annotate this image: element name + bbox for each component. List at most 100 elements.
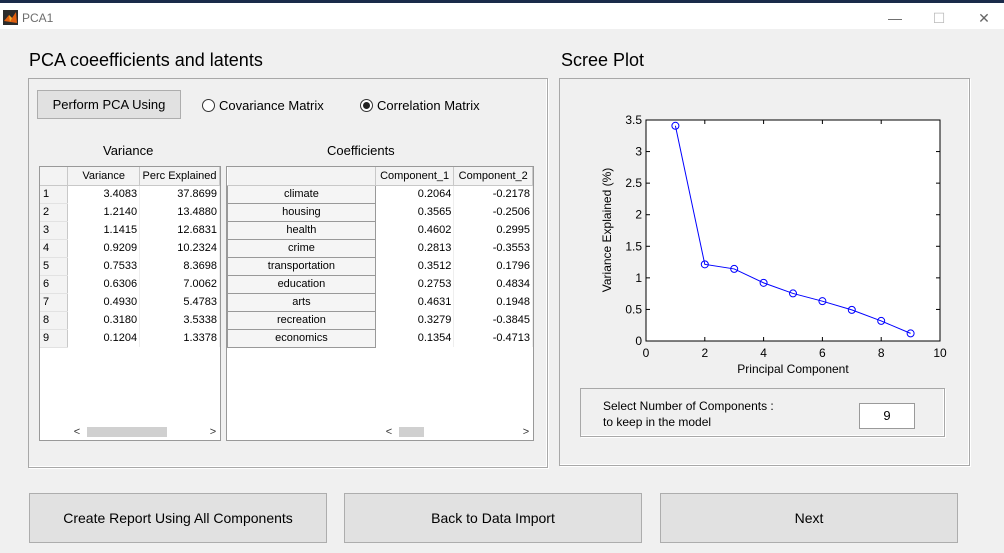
component-2-cell[interactable]: -0.4713 [453,329,533,347]
y-tick-label: 1 [635,271,642,285]
data-point-marker [789,289,797,298]
correlation-radio[interactable] [360,99,373,112]
variance-hscrollbar[interactable]: < > [70,424,220,440]
variance-cell[interactable]: 0.7533 [67,257,141,275]
variance-cell[interactable]: 1.2140 [67,203,141,221]
component-1-cell[interactable]: 0.3279 [375,311,455,329]
component-2-cell[interactable]: -0.3553 [453,239,533,257]
title-bar: PCA1 — ☐ ✕ [0,3,1004,29]
component-1-cell[interactable]: 0.2813 [375,239,455,257]
component-1-cell[interactable]: 0.1354 [375,329,455,347]
component-2-cell[interactable]: 0.1948 [453,293,533,311]
perc-explained-cell[interactable]: 3.5338 [139,311,220,329]
component-2-cell[interactable]: -0.3845 [453,311,533,329]
component-1-cell[interactable]: 0.2753 [375,275,455,293]
back-to-data-import-button[interactable]: Back to Data Import [344,493,642,543]
variance-header-row: Variance Perc Explained [40,167,220,186]
data-point-marker [818,297,827,306]
component-2-cell[interactable]: -0.2506 [453,203,533,221]
variance-table[interactable]: Variance Perc Explained 1 3.4083 37.8699 2 1… [39,166,221,441]
coefficient-row[interactable]: education 0.2753 0.4834 [227,274,533,294]
component-1-cell[interactable]: 0.4631 [375,293,455,311]
close-button[interactable]: ✕ [978,10,990,26]
perform-pca-button[interactable]: Perform PCA Using [37,90,181,119]
coefficients-table[interactable]: Component_1 Component_2 climate 0.2064 -0.… [226,166,534,441]
component-2-cell[interactable]: 0.2995 [453,221,533,239]
row-number: 3 [40,221,69,240]
num-components-input[interactable]: 9 [859,403,915,429]
scree-line [674,125,911,334]
perc-explained-cell[interactable]: 7.0062 [139,275,220,293]
variance-row[interactable]: 4 0.9209 10.2324 [40,239,220,258]
variance-row[interactable]: 7 0.4930 5.4783 [40,293,220,312]
component-1-cell[interactable]: 0.4602 [375,221,455,239]
scroll-right-icon[interactable]: > [522,426,530,438]
variance-row[interactable]: 2 1.2140 13.4880 [40,203,220,222]
component-1-cell[interactable]: 0.3512 [375,257,455,275]
next-button[interactable]: Next [660,493,958,543]
variance-row[interactable]: 8 0.3180 3.5338 [40,311,220,330]
data-point-marker [730,264,739,273]
col-component-2[interactable]: Component_2 [453,167,533,186]
component-2-cell[interactable]: 0.1796 [453,257,533,275]
variance-row[interactable]: 3 1.1415 12.6831 [40,221,220,240]
coefficient-row[interactable]: recreation 0.3279 -0.3845 [227,310,533,330]
variable-label: climate [227,184,376,204]
scroll-thumb[interactable] [399,427,424,437]
coefficient-row[interactable]: climate 0.2064 -0.2178 [227,184,533,204]
coefficient-row[interactable]: transportation 0.3512 0.1796 [227,256,533,276]
plot-area [645,119,941,342]
variance-cell[interactable]: 0.1204 [67,329,141,347]
y-axis-label: Variance Explained (%) [600,168,614,293]
variance-row[interactable]: 1 3.4083 37.8699 [40,185,220,204]
coefficient-row[interactable]: economics 0.1354 -0.4713 [227,328,533,348]
coefficient-row[interactable]: housing 0.3565 -0.2506 [227,202,533,222]
data-point-marker [759,278,768,287]
variance-row[interactable]: 5 0.7533 8.3698 [40,257,220,276]
scroll-thumb[interactable] [87,427,167,437]
variance-cell[interactable]: 0.9209 [67,239,141,257]
col-perc-explained[interactable]: Perc Explained [139,167,220,186]
perc-explained-cell[interactable]: 1.3378 [139,329,220,347]
variance-cell[interactable]: 1.1415 [67,221,141,239]
create-report-button[interactable]: Create Report Using All Components [29,493,327,543]
component-1-cell[interactable]: 0.3565 [375,203,455,221]
coefficient-row[interactable]: crime 0.2813 -0.3553 [227,238,533,258]
coefficients-hscrollbar[interactable]: < > [382,424,533,440]
perc-explained-cell[interactable]: 37.8699 [139,185,220,203]
variance-cell[interactable]: 0.3180 [67,311,141,329]
scroll-right-icon[interactable]: > [209,426,217,438]
perc-explained-cell[interactable]: 10.2324 [139,239,220,257]
variable-label: recreation [227,310,376,330]
coefficients-grid: Component_1 Component_2 climate 0.2064 -0.… [227,167,533,348]
data-point-marker [906,329,915,338]
variable-label: housing [227,202,376,222]
component-1-cell[interactable]: 0.2064 [375,185,455,203]
perc-explained-cell[interactable]: 12.6831 [139,221,220,239]
maximize-button[interactable]: ☐ [932,10,946,26]
perc-explained-cell[interactable]: 13.4880 [139,203,220,221]
component-2-cell[interactable]: 0.4834 [453,275,533,293]
row-number: 1 [40,185,69,204]
correlation-radio-label[interactable]: Correlation Matrix [377,98,480,113]
variance-row[interactable]: 6 0.6306 7.0062 [40,275,220,294]
covariance-radio[interactable] [202,99,215,112]
scroll-left-icon[interactable]: < [73,426,81,438]
perc-explained-cell[interactable]: 8.3698 [139,257,220,275]
row-number: 2 [40,203,69,222]
perc-explained-cell[interactable]: 5.4783 [139,293,220,311]
coefficient-row[interactable]: health 0.4602 0.2995 [227,220,533,240]
variance-cell[interactable]: 0.6306 [67,275,141,293]
x-tick-label: 10 [933,346,947,360]
variance-cell[interactable]: 0.4930 [67,293,141,311]
covariance-radio-label[interactable]: Covariance Matrix [219,98,324,113]
coefficient-row[interactable]: arts 0.4631 0.1948 [227,292,533,312]
coefficients-title: Coefficients [327,143,395,158]
variance-row[interactable]: 9 0.1204 1.3378 [40,329,220,348]
minimize-button[interactable]: — [888,10,902,26]
variance-cell[interactable]: 3.4083 [67,185,141,203]
scroll-left-icon[interactable]: < [385,426,393,438]
component-2-cell[interactable]: -0.2178 [453,185,533,203]
col-variance[interactable]: Variance [67,167,141,186]
col-component-1[interactable]: Component_1 [375,167,455,186]
